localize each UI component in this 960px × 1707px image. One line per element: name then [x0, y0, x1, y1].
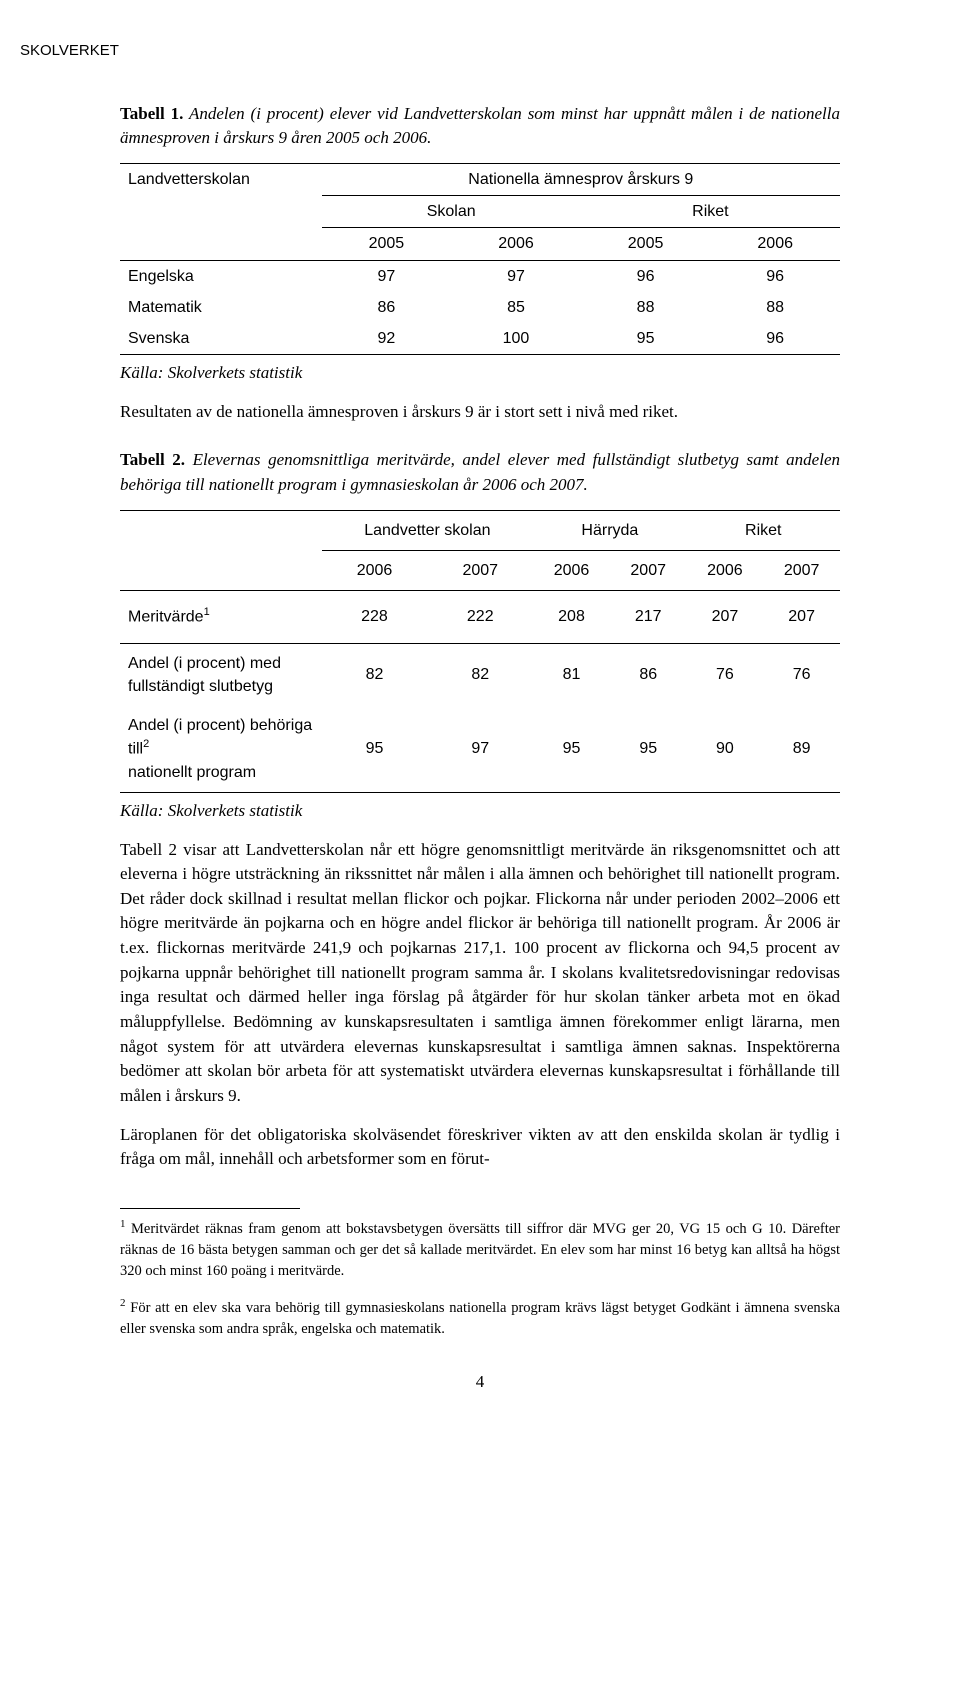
table2-row2-v2: 95	[533, 706, 610, 792]
table2-row0-v5: 207	[763, 591, 840, 644]
table2-row1-v4: 76	[687, 643, 764, 706]
table1-row0-label: Engelska	[120, 260, 322, 292]
table1-row2-v3: 96	[710, 323, 840, 355]
table1-row1-label: Matematik	[120, 292, 322, 323]
table1-row1-v1: 85	[451, 292, 581, 323]
footnote-separator	[120, 1208, 300, 1209]
table1-row0-v0: 97	[322, 260, 452, 292]
page-header: SKOLVERKET	[20, 40, 840, 62]
table2-row0-v1: 222	[427, 591, 533, 644]
table1: Landvetterskolan Nationella ämnesprov år…	[120, 163, 840, 355]
table2-group-1: Härryda	[533, 510, 686, 550]
table2-row0-v2: 208	[533, 591, 610, 644]
footnote-2: 2 För att en elev ska vara behörig till …	[120, 1296, 840, 1340]
table2-row1-v3: 86	[610, 643, 687, 706]
table2-row2-label: Andel (i procent) behöriga till2 natione…	[120, 706, 322, 792]
table2-source: Källa: Skolverkets statistik	[120, 799, 840, 824]
table2-row2-v1: 97	[427, 706, 533, 792]
table2-row1-v5: 76	[763, 643, 840, 706]
footnote-1: 1 Meritvärdet räknas fram genom att boks…	[120, 1217, 840, 1282]
table2-row1-v2: 81	[533, 643, 610, 706]
table1-row2-label: Svenska	[120, 323, 322, 355]
table1-year-0: 2005	[322, 228, 452, 260]
table2-row1-label: Andel (i procent) med fullständigt slutb…	[120, 643, 322, 706]
table2-caption: Tabell 2. Elevernas genomsnittliga merit…	[120, 448, 840, 497]
table1-subgroup-1: Riket	[581, 196, 840, 228]
page-number: 4	[120, 1370, 840, 1395]
table1-source: Källa: Skolverkets statistik	[120, 361, 840, 386]
table2-row2-v5: 89	[763, 706, 840, 792]
table2-year-2: 2006	[533, 550, 610, 590]
table2-year-1: 2007	[427, 550, 533, 590]
table1-row2-v1: 100	[451, 323, 581, 355]
table1-row2-v2: 95	[581, 323, 711, 355]
table1-caption-text: Andelen (i procent) elever vid Landvette…	[120, 104, 840, 148]
table2-row0-v0: 228	[322, 591, 428, 644]
table1-corner: Landvetterskolan	[120, 164, 322, 196]
table2-year-4: 2006	[687, 550, 764, 590]
table1-row0-v3: 96	[710, 260, 840, 292]
table2-year-3: 2007	[610, 550, 687, 590]
table1-row2-v0: 92	[322, 323, 452, 355]
table2-row0-label: Meritvärde1	[120, 591, 322, 644]
table2-row2-v4: 90	[687, 706, 764, 792]
table2-row2-v3: 95	[610, 706, 687, 792]
table1-year-3: 2006	[710, 228, 840, 260]
table2-caption-label: Tabell 2.	[120, 450, 185, 469]
table1-row1-v3: 88	[710, 292, 840, 323]
table2-row2-v0: 95	[322, 706, 428, 792]
table1-row1-v2: 88	[581, 292, 711, 323]
paragraph-1: Resultaten av de nationella ämnesproven …	[120, 400, 840, 425]
table2-row1-v0: 82	[322, 643, 428, 706]
table1-year-2: 2005	[581, 228, 711, 260]
table1-row0-v1: 97	[451, 260, 581, 292]
table2-caption-text: Elevernas genomsnittliga meritvärde, and…	[120, 450, 840, 494]
paragraph-3: Läroplanen för det obligatoriska skolväs…	[120, 1123, 840, 1172]
table2-year-0: 2006	[322, 550, 428, 590]
table1-caption-label: Tabell 1.	[120, 104, 183, 123]
table1-group-header: Nationella ämnesprov årskurs 9	[322, 164, 840, 196]
table2-row0-v3: 217	[610, 591, 687, 644]
table2-year-5: 2007	[763, 550, 840, 590]
table2-row0-v4: 207	[687, 591, 764, 644]
table1-row0-v2: 96	[581, 260, 711, 292]
table1-caption: Tabell 1. Andelen (i procent) elever vid…	[120, 102, 840, 151]
table1-row1-v0: 86	[322, 292, 452, 323]
table2-row1-v1: 82	[427, 643, 533, 706]
paragraph-2: Tabell 2 visar att Landvetterskolan når …	[120, 838, 840, 1109]
table1-year-1: 2006	[451, 228, 581, 260]
table2: Landvetter skolan Härryda Riket 2006 200…	[120, 510, 840, 793]
table2-group-2: Riket	[687, 510, 840, 550]
table1-subgroup-0: Skolan	[322, 196, 581, 228]
table2-group-0: Landvetter skolan	[322, 510, 534, 550]
